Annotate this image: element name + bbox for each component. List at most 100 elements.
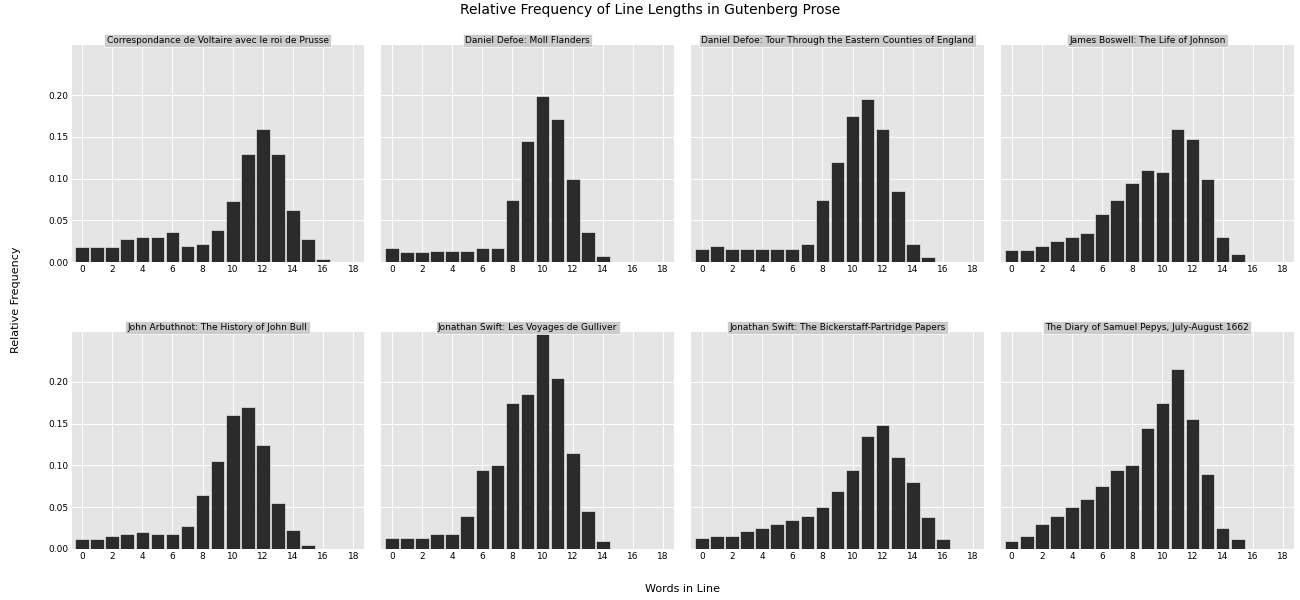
Bar <box>1171 128 1184 262</box>
Bar <box>90 539 104 549</box>
Bar <box>476 470 489 549</box>
Bar <box>272 503 285 549</box>
Bar <box>771 524 784 549</box>
Bar <box>1231 254 1244 262</box>
Bar <box>710 245 724 262</box>
Bar <box>121 534 134 549</box>
Bar <box>740 249 754 262</box>
Bar <box>1020 536 1034 549</box>
Bar <box>906 482 919 549</box>
Bar <box>256 445 269 549</box>
Bar <box>256 128 269 262</box>
Bar <box>1126 183 1139 262</box>
Bar <box>1126 466 1139 549</box>
Bar <box>316 259 330 262</box>
Bar <box>211 230 225 262</box>
Bar <box>165 534 179 549</box>
Bar <box>211 461 225 549</box>
Bar <box>1156 172 1169 262</box>
Bar <box>506 200 519 262</box>
Bar <box>755 528 768 549</box>
Bar <box>1005 541 1018 549</box>
Bar <box>831 162 844 262</box>
Bar <box>551 119 564 262</box>
Bar <box>286 530 300 549</box>
Bar <box>1080 499 1093 549</box>
Bar <box>521 394 534 549</box>
Bar <box>922 517 935 549</box>
Bar <box>415 252 429 262</box>
Bar <box>1216 237 1230 262</box>
Text: John Arbuthnot: The History of John Bull: John Arbuthnot: The History of John Bull <box>127 323 308 332</box>
Text: Daniel Defoe: Moll Flanders: Daniel Defoe: Moll Flanders <box>465 36 590 45</box>
Bar <box>1140 170 1154 262</box>
Bar <box>755 249 768 262</box>
Bar <box>1050 241 1063 262</box>
Bar <box>536 96 550 262</box>
Bar <box>121 239 134 262</box>
Text: Relative Frequency: Relative Frequency <box>10 247 21 353</box>
Bar <box>75 539 88 549</box>
Text: Words in Line: Words in Line <box>645 584 720 594</box>
Bar <box>876 128 889 262</box>
Bar <box>1110 470 1124 549</box>
Text: Relative Frequency of Line Lengths in Gutenberg Prose: Relative Frequency of Line Lengths in Gu… <box>460 3 840 17</box>
Bar <box>521 141 534 262</box>
Text: James Boswell: The Life of Johnson: James Boswell: The Life of Johnson <box>1069 36 1226 45</box>
Bar <box>597 256 610 262</box>
Bar <box>536 332 550 549</box>
Bar <box>861 436 875 549</box>
Text: The Diary of Samuel Pepys, July-August 1662: The Diary of Samuel Pepys, July-August 1… <box>1045 323 1249 332</box>
Bar <box>226 201 239 262</box>
Bar <box>922 257 935 262</box>
Bar <box>891 457 905 549</box>
Bar <box>105 247 120 262</box>
Bar <box>181 526 194 549</box>
Bar <box>831 491 844 549</box>
Text: Jonathan Swift: The Bickerstaff-Partridge Papers: Jonathan Swift: The Bickerstaff-Partridg… <box>729 323 945 332</box>
Bar <box>566 453 580 549</box>
Bar <box>581 511 594 549</box>
Bar <box>1171 370 1184 549</box>
Bar <box>1020 250 1034 262</box>
Bar <box>1096 214 1109 262</box>
Bar <box>430 251 443 262</box>
Bar <box>801 515 814 549</box>
Bar <box>430 534 443 549</box>
Bar <box>272 154 285 262</box>
Bar <box>1156 403 1169 549</box>
Bar <box>740 530 754 549</box>
Bar <box>105 536 120 549</box>
Bar <box>165 232 179 262</box>
Text: Correspondance de Voltaire avec le roi de Prusse: Correspondance de Voltaire avec le roi d… <box>107 36 329 45</box>
Bar <box>302 239 315 262</box>
Bar <box>460 515 474 549</box>
Bar <box>385 248 399 262</box>
Bar <box>196 494 209 549</box>
Bar <box>815 200 829 262</box>
Bar <box>1080 233 1093 262</box>
Bar <box>846 470 859 549</box>
Bar <box>785 249 800 262</box>
Bar <box>1050 515 1063 549</box>
Bar <box>1186 419 1200 549</box>
Bar <box>771 249 784 262</box>
Bar <box>1065 237 1079 262</box>
Bar <box>286 209 300 262</box>
Bar <box>151 534 164 549</box>
Bar <box>906 244 919 262</box>
Bar <box>240 154 255 262</box>
Text: Jonathan Swift: Les Voyages de Gulliver: Jonathan Swift: Les Voyages de Gulliver <box>438 323 618 332</box>
Bar <box>861 100 875 262</box>
Bar <box>1110 200 1124 262</box>
Bar <box>1140 428 1154 549</box>
Bar <box>1096 487 1109 549</box>
Bar <box>581 232 594 262</box>
Bar <box>725 536 738 549</box>
Bar <box>1005 250 1018 262</box>
Bar <box>1035 524 1049 549</box>
Bar <box>566 179 580 262</box>
Bar <box>597 541 610 549</box>
Bar <box>801 244 814 262</box>
Bar <box>725 249 738 262</box>
